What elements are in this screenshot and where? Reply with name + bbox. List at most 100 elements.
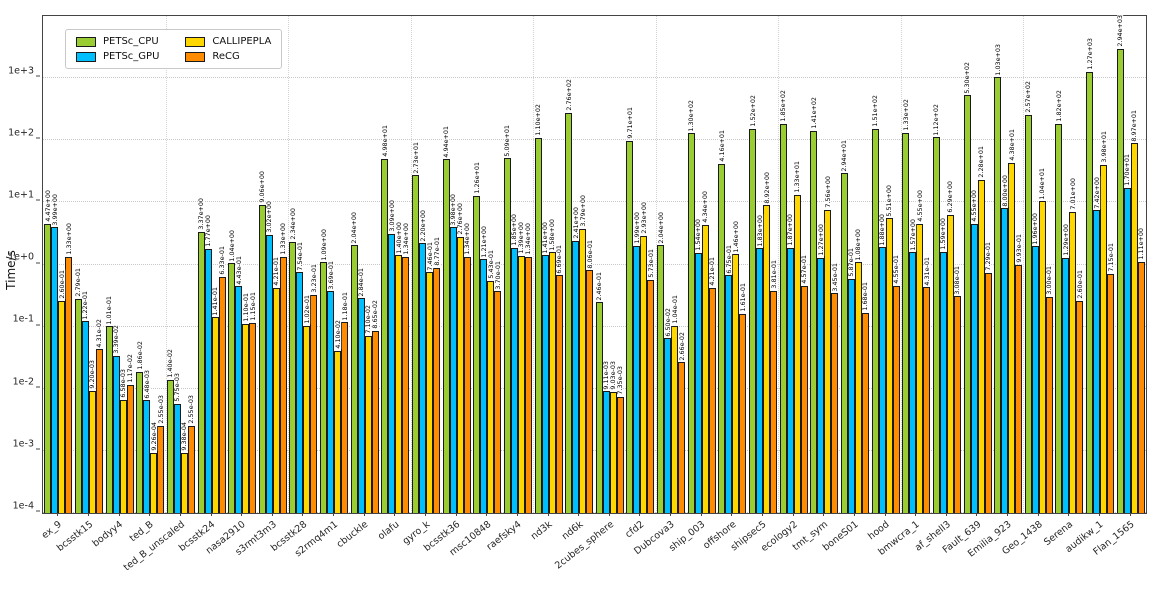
bar-group-Dubcova3: 2.04e+00 6.50e-02 1.04e-01 2.66e-02 bbox=[656, 16, 687, 513]
bar: 1.04e+01 bbox=[1038, 166, 1046, 513]
bar: 2.57e+02 bbox=[1024, 80, 1032, 513]
bar: 2.55e-03 bbox=[187, 394, 195, 513]
bar-value-label: 9.20e-03 bbox=[88, 359, 97, 390]
bar-group-ted_B_unscaled: 1.40e-02 5.75e-03 9.38e-04 2.55e-03 bbox=[166, 16, 197, 513]
bar: 1.39e+00 bbox=[517, 220, 525, 513]
bar-value-label: 1.12e+02 bbox=[932, 102, 941, 137]
bar-value-label: 2.04e+00 bbox=[656, 210, 665, 245]
bar-value-label: 1.04e-01 bbox=[670, 293, 679, 325]
bar-value-label: 9.38e-04 bbox=[180, 421, 189, 452]
bar-group-offshore: 4.16e+01 6.75e-01 1.46e+00 1.61e-01 bbox=[717, 16, 748, 513]
bar-value-label: 2.57e+02 bbox=[1024, 80, 1033, 114]
gridline bbox=[43, 449, 1146, 451]
bar-group-bcsstk24: 3.37e+00 1.77e+00 1.41e-01 6.33e-01 bbox=[196, 16, 227, 513]
bar-group-s3rmt3m3: 9.06e+00 3.02e+00 4.21e-01 1.33e+00 bbox=[257, 16, 288, 513]
x-tick-mark bbox=[1068, 512, 1070, 516]
bar-value-label: 7.42e+00 bbox=[1092, 175, 1101, 210]
bar: 4.55e+00 bbox=[970, 188, 978, 513]
bar: 3.00e-01 bbox=[1045, 265, 1053, 513]
bar-value-label: 4.38e+01 bbox=[1007, 127, 1016, 162]
bar-value-label: 4.43e-01 bbox=[234, 254, 243, 286]
bar-value-label: 1.54e+00 bbox=[694, 218, 703, 252]
gridline bbox=[43, 387, 1146, 389]
bar: 8.92e+00 bbox=[762, 170, 770, 513]
gridline bbox=[165, 16, 167, 513]
x-tick-mark bbox=[1007, 512, 1009, 516]
bar-value-label: 3.69e-01 bbox=[326, 259, 335, 291]
x-tick-label: olafu bbox=[375, 519, 402, 543]
x-tick-mark bbox=[976, 512, 978, 516]
bar-value-label: 1.52e+02 bbox=[748, 94, 757, 128]
bar: 1.10e+02 bbox=[534, 103, 542, 513]
bar-value-label: 6.50e-02 bbox=[663, 306, 672, 338]
x-tick-mark bbox=[333, 512, 335, 516]
bar-value-label: 8.00e+00 bbox=[1000, 173, 1009, 208]
bar-value-label: 1.01e-01 bbox=[104, 294, 113, 326]
y-tick-label: 1e+3 bbox=[8, 65, 34, 77]
bar-value-label: 1.18e-01 bbox=[340, 290, 349, 322]
x-tick-label: ex_9 bbox=[39, 519, 65, 542]
bar: 1.41e+00 bbox=[541, 220, 549, 513]
bar: 4.47e+00 bbox=[44, 189, 52, 513]
bar-value-label: 1.10e-01 bbox=[241, 292, 250, 324]
bar: 1.85e+00 bbox=[510, 213, 518, 513]
bar: 1.10e-01 bbox=[241, 292, 249, 513]
x-tick-mark bbox=[363, 512, 365, 516]
bar-value-label: 4.98e+01 bbox=[380, 124, 389, 159]
bar-value-label: 1.41e+02 bbox=[809, 96, 818, 130]
bar-value-label: 1.10e+02 bbox=[533, 103, 542, 137]
bar-value-label: 7.56e+00 bbox=[823, 175, 832, 209]
bar-value-label: 1.87e+00 bbox=[785, 212, 794, 247]
bar: 2.55e-03 bbox=[157, 394, 165, 513]
bar-value-label: 5.43e-01 bbox=[486, 249, 495, 280]
bar: 2.66e-02 bbox=[677, 330, 685, 513]
gridline bbox=[1023, 16, 1025, 513]
bar: 2.79e-01 bbox=[74, 267, 82, 513]
bar: 7.46e-01 bbox=[425, 240, 433, 513]
bar-groups: 4.47e+00 3.99e+00 2.60e-01 1.33e+00 2.79e-01… bbox=[43, 14, 1146, 513]
x-tick-label: bodyy4 bbox=[90, 519, 126, 550]
bar: 7.54e-01 bbox=[296, 240, 304, 513]
bar-value-label: 7.15e-01 bbox=[1106, 241, 1115, 273]
bar-group-bcsstk36: 4.94e+01 3.98e+00 2.76e+00 1.34e+00 bbox=[441, 16, 472, 513]
bar: 3.09e+00 bbox=[388, 199, 396, 513]
legend-swatch-petsc-cpu bbox=[76, 36, 96, 47]
y-tick-mark bbox=[36, 324, 40, 326]
bar-value-label: 6.48e-03 bbox=[142, 368, 151, 400]
bar-value-label: 3.23e-01 bbox=[309, 263, 318, 294]
x-tick-label: cbuckle bbox=[334, 519, 371, 551]
bar-group-Fault_639: 5.30e+02 4.55e+00 2.28e+01 7.29e-01 bbox=[962, 16, 993, 513]
bar: 1.59e+00 bbox=[939, 217, 947, 513]
bar: 5.73e-01 bbox=[647, 247, 655, 513]
bar-value-label: 1.15e-01 bbox=[248, 291, 257, 322]
bar-value-label: 6.75e-01 bbox=[724, 243, 733, 275]
x-tick-mark bbox=[731, 512, 733, 516]
y-axis: 1e+3 1e+2 1e+1 1e+0 1e-1 1e-2 1e-3 1e-4 bbox=[0, 15, 40, 512]
bar: 2.94e+03 bbox=[1116, 14, 1124, 513]
bar-value-label: 3.00e-01 bbox=[1045, 265, 1054, 296]
bar-value-label: 1.09e+00 bbox=[319, 227, 328, 262]
bar: 1.27e+03 bbox=[1085, 37, 1093, 513]
bar: 2.28e+01 bbox=[977, 145, 985, 513]
bar: 1.11e+00 bbox=[1137, 227, 1145, 513]
gridline bbox=[410, 16, 412, 513]
x-tick-mark bbox=[945, 512, 947, 516]
x-tick-mark bbox=[179, 512, 181, 516]
y-tick-label: 1e-4 bbox=[12, 500, 34, 512]
bar: 9.06e+00 bbox=[258, 170, 266, 513]
bar: 1.68e-01 bbox=[861, 281, 869, 513]
gridline bbox=[43, 139, 1146, 141]
bar: 1.03e+03 bbox=[993, 42, 1001, 513]
bar-value-label: 7.46e-01 bbox=[425, 240, 434, 272]
legend-swatch-petsc-gpu bbox=[76, 51, 96, 62]
bar: 1.04e+00 bbox=[227, 228, 235, 513]
bar: 5.30e+02 bbox=[963, 60, 971, 513]
y-tick-label: 1e-2 bbox=[12, 376, 34, 387]
x-tick-mark bbox=[424, 512, 426, 516]
bar-value-label: 1.85e+02 bbox=[778, 89, 787, 123]
bar-value-label: 1.59e+00 bbox=[939, 217, 948, 251]
bar: 3.81e-01 bbox=[769, 258, 777, 513]
bar: 6.69e-01 bbox=[555, 243, 563, 513]
bar-value-label: 2.66e-02 bbox=[677, 330, 686, 362]
